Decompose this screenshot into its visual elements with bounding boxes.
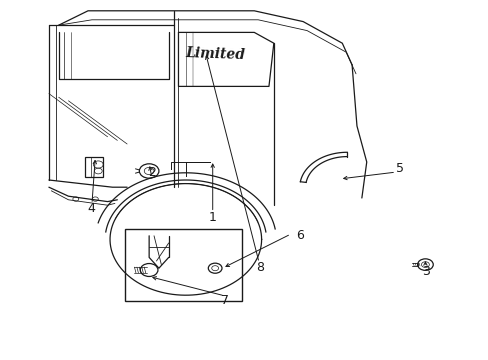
Text: 3: 3 (422, 265, 429, 278)
Text: 8: 8 (256, 261, 264, 274)
Bar (124, 229, 242, 301)
Text: 4: 4 (87, 202, 95, 215)
Text: Limited: Limited (184, 46, 245, 62)
Text: 1: 1 (208, 211, 216, 224)
Text: 2: 2 (147, 166, 155, 179)
Text: 6: 6 (296, 229, 304, 242)
Text: 5: 5 (395, 162, 403, 175)
Bar (84, 157, 103, 177)
Text: 7: 7 (221, 294, 228, 307)
